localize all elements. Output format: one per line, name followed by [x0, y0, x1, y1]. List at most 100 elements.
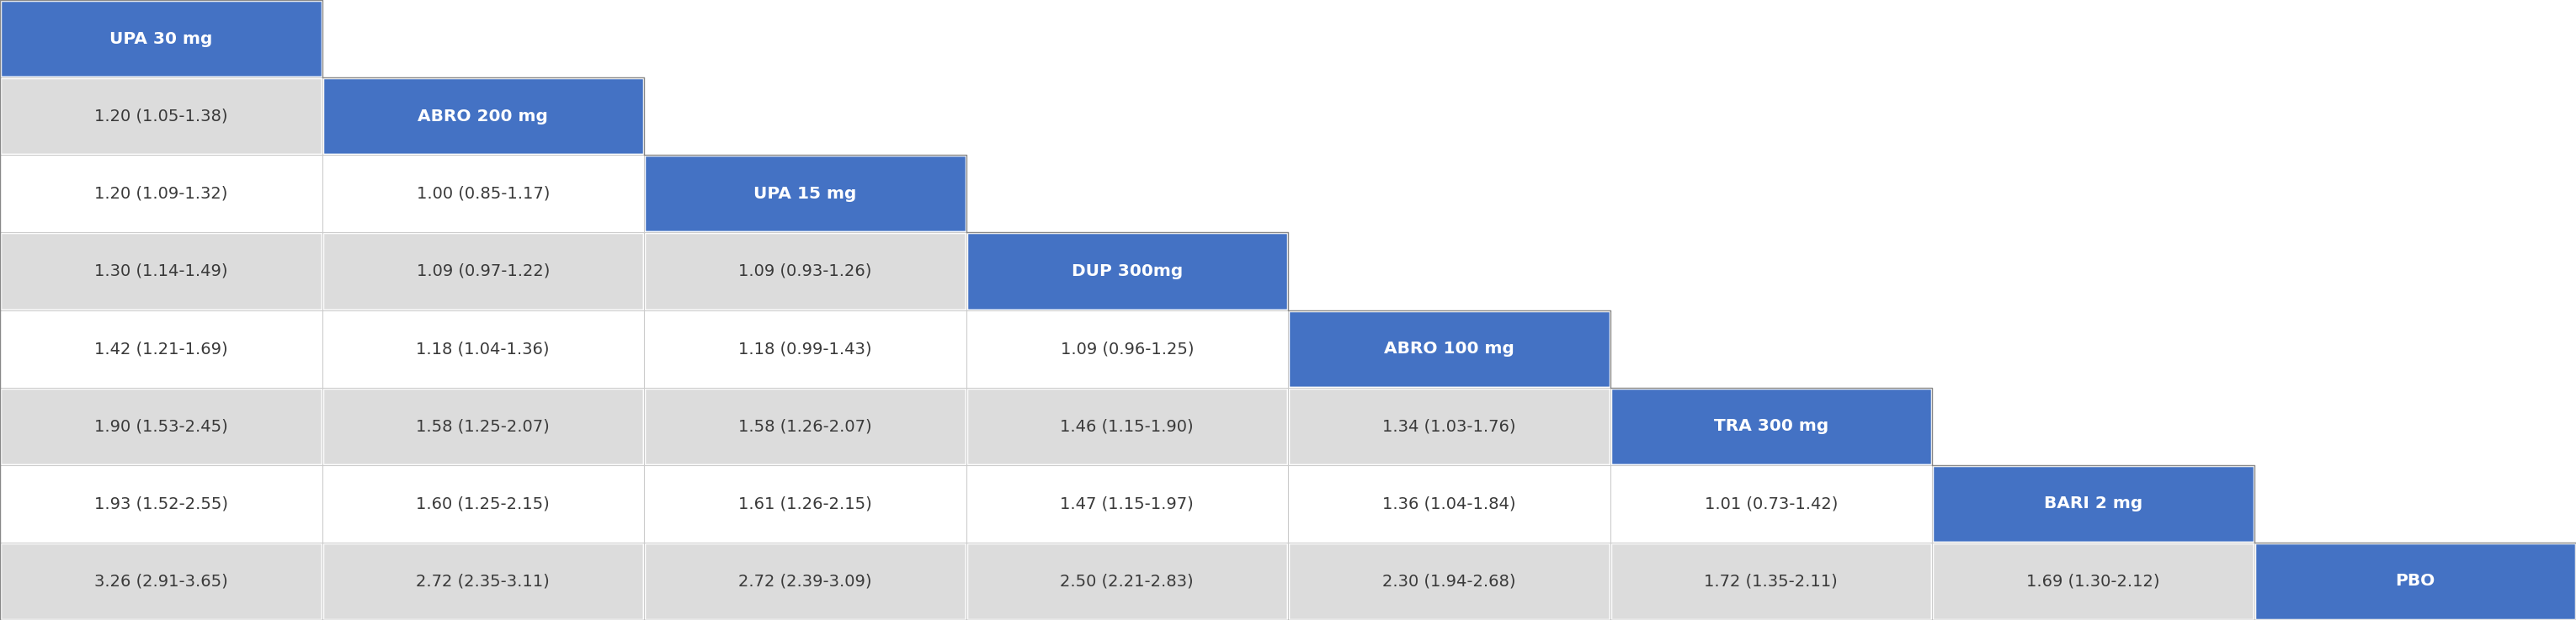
Bar [644, 232, 966, 310]
Text: 1.69 (1.30-2.12): 1.69 (1.30-2.12) [2027, 574, 2159, 589]
Bar [1288, 310, 1610, 388]
Bar [1932, 465, 2254, 542]
Text: 1.18 (0.99-1.43): 1.18 (0.99-1.43) [739, 341, 871, 356]
Text: 1.47 (1.15-1.97): 1.47 (1.15-1.97) [1061, 496, 1193, 511]
Bar [1610, 232, 1932, 310]
Text: 1.18 (1.04-1.36): 1.18 (1.04-1.36) [417, 341, 549, 356]
Bar [1932, 232, 2254, 310]
Text: ABRO 100 mg: ABRO 100 mg [1383, 341, 1515, 356]
Text: 1.58 (1.25-2.07): 1.58 (1.25-2.07) [417, 418, 549, 434]
Text: ABRO 200 mg: ABRO 200 mg [417, 108, 549, 124]
Bar [0, 465, 322, 542]
Bar [1932, 542, 2254, 620]
Text: 1.09 (0.93-1.26): 1.09 (0.93-1.26) [739, 263, 871, 279]
Bar [322, 0, 644, 78]
Bar [322, 155, 644, 232]
Text: 2.50 (2.21-2.83): 2.50 (2.21-2.83) [1061, 574, 1193, 589]
Text: 3.26 (2.91-3.65): 3.26 (2.91-3.65) [95, 574, 227, 589]
Text: DUP 300mg: DUP 300mg [1072, 263, 1182, 279]
Bar [0, 78, 322, 155]
Bar [644, 465, 966, 542]
Bar [1610, 388, 1932, 465]
Bar [966, 465, 1288, 542]
Text: 1.20 (1.09-1.32): 1.20 (1.09-1.32) [95, 186, 227, 202]
Bar [966, 0, 1288, 78]
Bar [0, 155, 322, 232]
Bar [966, 542, 1288, 620]
Bar [322, 542, 644, 620]
Bar [1610, 465, 1932, 542]
Text: 1.60 (1.25-2.15): 1.60 (1.25-2.15) [417, 496, 549, 511]
Bar [966, 388, 1288, 465]
Bar [1288, 388, 1610, 465]
Bar [1932, 78, 2254, 155]
Bar [966, 155, 1288, 232]
Bar [322, 388, 644, 465]
Text: 2.30 (1.94-2.68): 2.30 (1.94-2.68) [1383, 574, 1515, 589]
Bar [1610, 0, 1932, 78]
Bar [0, 388, 322, 465]
Text: 2.72 (2.35-3.11): 2.72 (2.35-3.11) [417, 574, 549, 589]
Bar [1932, 0, 2254, 78]
Bar [1288, 542, 1610, 620]
Bar [966, 78, 1288, 155]
Bar [1932, 388, 2254, 465]
Bar [2254, 310, 2576, 388]
Bar [966, 310, 1288, 388]
Bar [1610, 155, 1932, 232]
Bar [2254, 542, 2576, 620]
Text: 1.20 (1.05-1.38): 1.20 (1.05-1.38) [95, 108, 227, 124]
Bar [2254, 465, 2576, 542]
Text: 1.42 (1.21-1.69): 1.42 (1.21-1.69) [95, 341, 227, 356]
Bar [322, 465, 644, 542]
Bar [644, 0, 966, 78]
Bar [0, 0, 322, 78]
Bar [2254, 155, 2576, 232]
Text: 1.90 (1.53-2.45): 1.90 (1.53-2.45) [95, 418, 227, 434]
Text: 1.72 (1.35-2.11): 1.72 (1.35-2.11) [1705, 574, 1837, 589]
Bar [644, 310, 966, 388]
Bar [1288, 78, 1610, 155]
Text: 1.09 (0.97-1.22): 1.09 (0.97-1.22) [417, 263, 549, 279]
Text: UPA 30 mg: UPA 30 mg [111, 31, 211, 46]
Text: 1.01 (0.73-1.42): 1.01 (0.73-1.42) [1705, 496, 1837, 511]
Text: 1.30 (1.14-1.49): 1.30 (1.14-1.49) [95, 263, 227, 279]
Bar [2254, 78, 2576, 155]
Bar [1288, 0, 1610, 78]
Text: TRA 300 mg: TRA 300 mg [1713, 418, 1829, 434]
Bar [1288, 155, 1610, 232]
Text: 2.72 (2.39-3.09): 2.72 (2.39-3.09) [739, 574, 871, 589]
Bar [1288, 465, 1610, 542]
Text: 1.93 (1.52-2.55): 1.93 (1.52-2.55) [95, 496, 227, 511]
Bar [644, 78, 966, 155]
Bar [644, 542, 966, 620]
Text: 1.00 (0.85-1.17): 1.00 (0.85-1.17) [417, 186, 549, 202]
Text: 1.58 (1.26-2.07): 1.58 (1.26-2.07) [739, 418, 871, 434]
Bar [322, 310, 644, 388]
Bar [2254, 0, 2576, 78]
Text: UPA 15 mg: UPA 15 mg [755, 186, 855, 202]
Text: 1.34 (1.03-1.76): 1.34 (1.03-1.76) [1383, 418, 1515, 434]
Bar [322, 232, 644, 310]
Bar [966, 232, 1288, 310]
Bar [1288, 232, 1610, 310]
Text: PBO: PBO [2396, 574, 2434, 589]
Text: 1.36 (1.04-1.84): 1.36 (1.04-1.84) [1383, 496, 1515, 511]
Bar [2254, 232, 2576, 310]
Bar [0, 310, 322, 388]
Bar [1932, 310, 2254, 388]
Bar [0, 542, 322, 620]
Text: 1.09 (0.96-1.25): 1.09 (0.96-1.25) [1061, 341, 1193, 356]
Bar [1932, 155, 2254, 232]
Bar [322, 78, 644, 155]
Text: 1.46 (1.15-1.90): 1.46 (1.15-1.90) [1061, 418, 1193, 434]
Bar [1610, 78, 1932, 155]
Bar [0, 232, 322, 310]
Text: BARI 2 mg: BARI 2 mg [2043, 496, 2143, 511]
Bar [2254, 388, 2576, 465]
Text: 1.61 (1.26-2.15): 1.61 (1.26-2.15) [739, 496, 871, 511]
Bar [1610, 310, 1932, 388]
Bar [644, 388, 966, 465]
Bar [644, 155, 966, 232]
Bar [1610, 542, 1932, 620]
